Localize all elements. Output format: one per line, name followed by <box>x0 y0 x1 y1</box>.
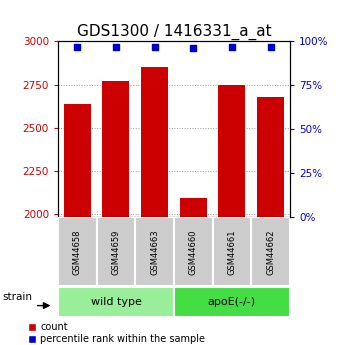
Bar <box>180 198 207 217</box>
Text: GSM44660: GSM44660 <box>189 229 198 275</box>
Text: wild type: wild type <box>90 297 142 307</box>
Bar <box>174 217 212 286</box>
Bar <box>257 97 284 217</box>
Point <box>75 44 80 49</box>
Bar <box>102 81 130 217</box>
Bar <box>251 217 290 286</box>
Text: GSM44663: GSM44663 <box>150 229 159 275</box>
Bar <box>141 67 168 217</box>
Bar <box>58 217 97 286</box>
Point <box>191 46 196 51</box>
Text: GSM44662: GSM44662 <box>266 229 275 275</box>
Point <box>113 44 119 49</box>
Bar <box>212 217 251 286</box>
Text: strain: strain <box>3 292 33 302</box>
Point <box>152 44 157 49</box>
Bar <box>97 217 135 286</box>
Bar <box>58 287 174 317</box>
Bar <box>135 217 174 286</box>
Text: GSM44658: GSM44658 <box>73 229 82 275</box>
Bar <box>64 104 91 217</box>
Bar <box>174 287 290 317</box>
Text: GSM44659: GSM44659 <box>112 229 120 275</box>
Text: GSM44661: GSM44661 <box>227 229 236 275</box>
Point <box>229 44 235 49</box>
Text: apoE(-/-): apoE(-/-) <box>208 297 256 307</box>
Bar <box>218 85 246 217</box>
Title: GDS1300 / 1416331_a_at: GDS1300 / 1416331_a_at <box>77 24 271 40</box>
Legend: count, percentile rank within the sample: count, percentile rank within the sample <box>28 322 205 344</box>
Point <box>268 44 273 49</box>
